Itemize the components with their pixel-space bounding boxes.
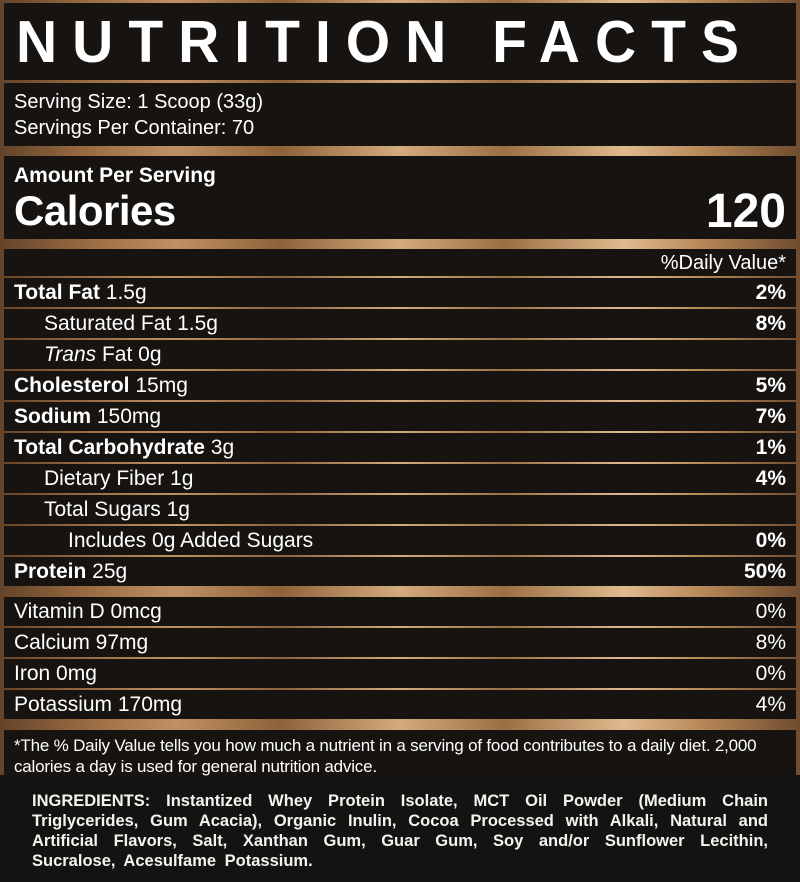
serving-info: Serving Size: 1 Scoop (33g) Servings Per… — [4, 83, 796, 146]
bronze-frame: NUTRITION FACTS Serving Size: 1 Scoop (3… — [0, 0, 800, 777]
nutrient-row: Cholesterol 15mg 5% — [4, 371, 796, 400]
serving-size: Serving Size: 1 Scoop (33g) — [14, 91, 264, 113]
ingredients-section: INGREDIENTS: Instantized Whey Protein Is… — [0, 775, 800, 882]
nutrient-row: Dietary Fiber 1g 4% — [4, 464, 796, 493]
nutrient-label: Potassium 170mg — [14, 692, 183, 716]
nutrient-label: Saturated Fat 1.5g — [44, 311, 218, 335]
daily-value-percent: 4% — [755, 692, 786, 716]
nutrient-label: Protein 25g — [14, 559, 128, 583]
servings-per-container: Servings Per Container: 70 — [14, 117, 255, 139]
nutrient-label: Vitamin D 0mcg — [14, 599, 162, 623]
vitamin-row: Potassium 170mg 4% — [4, 690, 796, 719]
daily-value-percent: 8% — [755, 311, 786, 335]
nutrient-row: Protein 25g 50% — [4, 557, 796, 586]
daily-value-percent: 50% — [743, 559, 786, 583]
nutrient-label: Total Carbohydrate 3g — [14, 435, 235, 459]
nutrient-label: Sodium 150mg — [14, 404, 162, 428]
nutrient-label: Includes 0g Added Sugars — [68, 528, 314, 552]
daily-value-percent: 5% — [755, 373, 786, 397]
calories-value: 120 — [705, 185, 786, 238]
nutrient-row: Sodium 150mg 7% — [4, 402, 796, 431]
daily-value-header: %Daily Value* — [4, 249, 796, 276]
nutrient-rows: Total Fat 1.5g 2% Saturated Fat 1.5g 8% Tran… — [4, 278, 796, 586]
calories-section: Amount Per Serving Calories 120 — [4, 156, 796, 239]
ingredients-label: INGREDIENTS: — [32, 792, 151, 810]
nutrient-row: Saturated Fat 1.5g 8% — [4, 309, 796, 338]
vitamin-row: Iron 0mg 0% — [4, 659, 796, 688]
daily-value-footnote: *The % Daily Value tells you how much a … — [4, 730, 796, 777]
calories-row: Calories 120 — [14, 185, 786, 238]
nutrient-row: Total Fat 1.5g 2% — [4, 278, 796, 307]
nutrient-label: Cholesterol 15mg — [14, 373, 188, 397]
nutrient-label: Dietary Fiber 1g — [44, 466, 194, 490]
amount-per-serving-heading: Amount Per Serving — [14, 164, 216, 187]
ingredients-text: Instantized Whey Protein Isolate, MCT Oi… — [32, 792, 768, 870]
nutrient-label: Total Sugars 1g — [44, 497, 190, 521]
daily-value-percent: 0% — [755, 599, 786, 623]
nutrient-row: Total Sugars 1g — [4, 495, 796, 524]
label-header: NUTRITION FACTS — [4, 3, 796, 80]
daily-value-percent: 7% — [755, 404, 786, 428]
daily-value-percent: 2% — [755, 280, 786, 304]
daily-value-percent: 0% — [755, 528, 786, 552]
daily-value-percent: 0% — [755, 661, 786, 685]
label-title: NUTRITION FACTS — [16, 8, 754, 75]
vitamin-row: Calcium 97mg 8% — [4, 628, 796, 657]
daily-value-percent: 8% — [755, 630, 786, 654]
nutrient-label: Total Fat 1.5g — [14, 280, 147, 304]
calories-label: Calories — [14, 187, 176, 234]
nutrient-row: Includes 0g Added Sugars 0% — [4, 526, 796, 555]
nutrient-label: Calcium 97mg — [14, 630, 149, 654]
nutrient-row: Trans Fat 0g — [4, 340, 796, 369]
nutrient-row: Total Carbohydrate 3g 1% — [4, 433, 796, 462]
daily-value-percent: 4% — [755, 466, 786, 490]
daily-value-percent: 1% — [755, 435, 786, 459]
vitamin-rows: Vitamin D 0mcg 0% Calcium 97mg 8% Iron 0mg 0%… — [4, 597, 796, 719]
nutrient-label: Iron 0mg — [14, 661, 97, 685]
nutrient-label: Trans Fat 0g — [44, 342, 162, 366]
vitamin-row: Vitamin D 0mcg 0% — [4, 597, 796, 626]
